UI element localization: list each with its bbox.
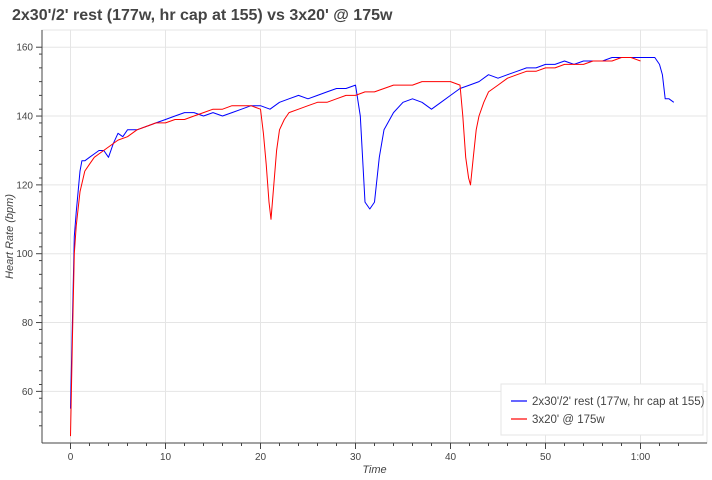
y-tick-label: 160 xyxy=(16,43,33,54)
x-tick-label: 1:00 xyxy=(631,452,651,463)
x-tick-label: 30 xyxy=(350,452,362,463)
legend-label-1: 2x30'/2' rest (177w, hr cap at 155) xyxy=(532,396,705,408)
y-tick-label: 140 xyxy=(16,112,33,123)
plot-area xyxy=(41,29,708,444)
chart-title: 2x30'/2' rest (177w, hr cap at 155) vs 3… xyxy=(12,7,393,24)
legend-label-2: 3x20' @ 175w xyxy=(532,414,605,426)
y-tick-label: 120 xyxy=(16,180,33,191)
x-tick-label: 40 xyxy=(445,452,457,463)
series-line-2 xyxy=(70,57,641,437)
x-tick-label: 50 xyxy=(540,452,552,463)
y-tick-label: 60 xyxy=(22,387,34,398)
x-tick-label: 20 xyxy=(255,452,267,463)
y-tick-label: 100 xyxy=(16,249,33,260)
y-tick-label: 80 xyxy=(22,318,34,329)
series-line-1 xyxy=(70,57,675,409)
x-tick-label: 0 xyxy=(68,452,74,463)
x-axis-label: Time xyxy=(362,464,386,476)
legend-box xyxy=(500,383,704,436)
legend: 2x30'/2' rest (177w, hr cap at 155) 3x20'… xyxy=(500,383,705,436)
y-axis-label: Heart Rate (bpm) xyxy=(4,194,16,279)
x-tick-label: 10 xyxy=(160,452,172,463)
